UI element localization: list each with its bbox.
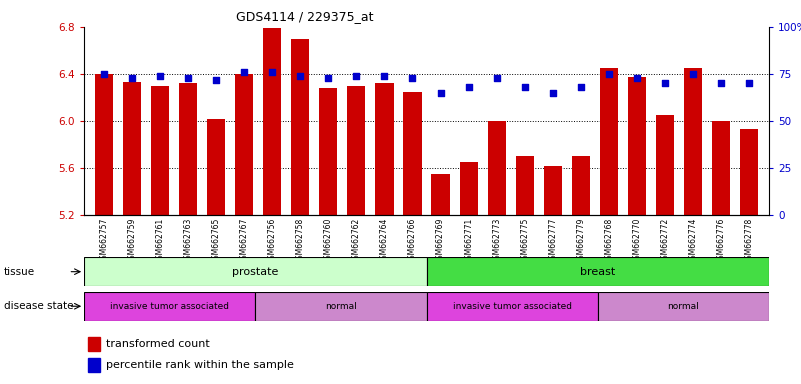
Bar xyxy=(656,115,674,215)
Point xyxy=(266,69,279,75)
Bar xyxy=(426,257,769,286)
Bar xyxy=(256,292,426,321)
Point xyxy=(686,71,699,77)
Bar xyxy=(598,292,769,321)
Bar xyxy=(628,78,646,215)
Text: normal: normal xyxy=(325,302,356,311)
Bar xyxy=(348,86,365,215)
Point xyxy=(546,90,559,96)
Point xyxy=(714,80,727,86)
Bar xyxy=(84,257,426,286)
Point xyxy=(574,84,587,90)
Bar xyxy=(426,292,598,321)
Point xyxy=(322,74,335,81)
Text: normal: normal xyxy=(667,302,699,311)
Text: prostate: prostate xyxy=(232,266,279,277)
Bar xyxy=(123,82,141,215)
Point xyxy=(518,84,531,90)
Point xyxy=(98,71,111,77)
Bar xyxy=(235,74,253,215)
Point xyxy=(238,69,251,75)
Bar xyxy=(516,156,534,215)
Bar xyxy=(84,292,256,321)
Bar xyxy=(740,129,759,215)
Text: GDS4114 / 229375_at: GDS4114 / 229375_at xyxy=(235,10,373,23)
Bar xyxy=(404,91,421,215)
Point xyxy=(126,74,139,81)
Bar xyxy=(95,74,113,215)
Bar xyxy=(207,119,225,215)
Text: disease state: disease state xyxy=(4,301,74,311)
Bar xyxy=(684,68,702,215)
Bar xyxy=(87,337,100,351)
Text: percentile rank within the sample: percentile rank within the sample xyxy=(106,360,294,370)
Point xyxy=(658,80,671,86)
Bar xyxy=(572,156,590,215)
Bar xyxy=(460,162,477,215)
Point xyxy=(154,73,167,79)
Point xyxy=(434,90,447,96)
Point xyxy=(406,74,419,81)
Point xyxy=(350,73,363,79)
Bar xyxy=(151,86,169,215)
Text: breast: breast xyxy=(580,266,615,277)
Text: invasive tumor associated: invasive tumor associated xyxy=(453,302,572,311)
Bar xyxy=(600,68,618,215)
Point xyxy=(602,71,615,77)
Bar xyxy=(87,358,100,372)
Point xyxy=(182,74,195,81)
Point xyxy=(743,80,755,86)
Bar xyxy=(432,174,449,215)
Bar xyxy=(712,121,731,215)
Point xyxy=(462,84,475,90)
Point xyxy=(294,73,307,79)
Text: transformed count: transformed count xyxy=(106,339,210,349)
Text: tissue: tissue xyxy=(4,266,35,277)
Bar xyxy=(376,83,393,215)
Bar xyxy=(263,28,281,215)
Point xyxy=(210,76,223,83)
Bar xyxy=(291,39,309,215)
Bar xyxy=(179,83,197,215)
Point xyxy=(490,74,503,81)
Bar xyxy=(488,121,505,215)
Bar xyxy=(544,166,562,215)
Point xyxy=(378,73,391,79)
Bar xyxy=(319,88,337,215)
Point xyxy=(630,74,643,81)
Text: invasive tumor associated: invasive tumor associated xyxy=(111,302,229,311)
